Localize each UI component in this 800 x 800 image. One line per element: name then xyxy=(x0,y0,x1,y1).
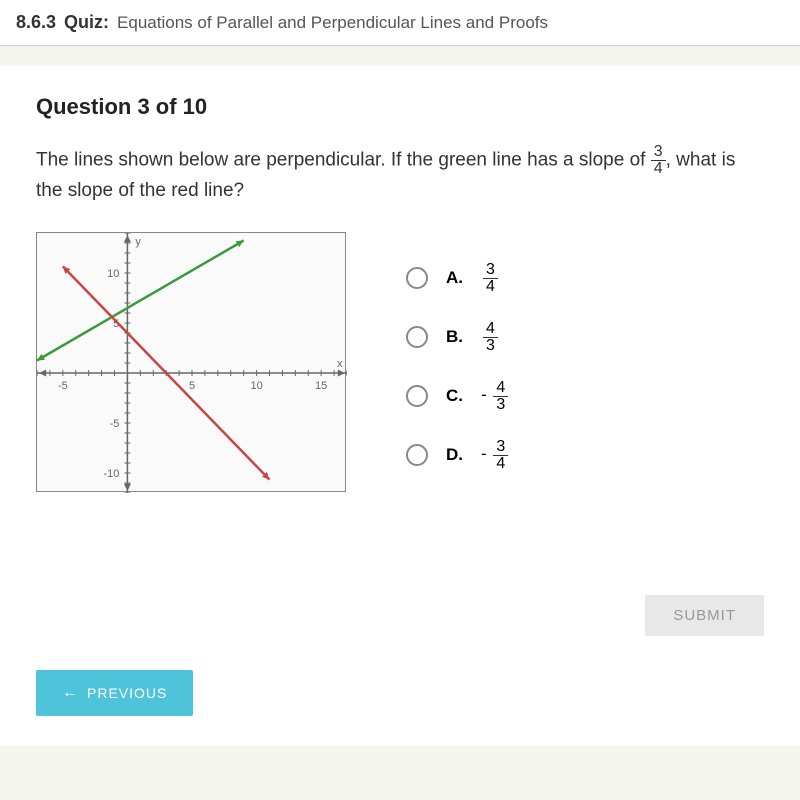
coordinate-graph: -551015-10-5510yx xyxy=(36,232,346,492)
neg-sign: - xyxy=(481,385,487,404)
quiz-label: Quiz: xyxy=(64,12,109,33)
svg-text:10: 10 xyxy=(107,268,119,280)
frac-denominator: 4 xyxy=(651,161,666,177)
option-fraction: 4 3 xyxy=(493,380,508,413)
svg-text:y: y xyxy=(135,236,141,248)
option-value: 3 4 xyxy=(481,262,498,295)
graph-svg: -551015-10-5510yx xyxy=(37,233,347,493)
option-value: - 3 4 xyxy=(481,439,508,472)
question-panel: Question 3 of 10 The lines shown below a… xyxy=(0,66,800,746)
arrow-left-icon: ← xyxy=(62,684,79,702)
question-text-part1: The lines shown below are perpendicular.… xyxy=(36,150,651,171)
svg-text:10: 10 xyxy=(250,380,262,392)
question-heading: Question 3 of 10 xyxy=(36,94,764,120)
radio-c[interactable] xyxy=(406,385,428,407)
svg-text:-5: -5 xyxy=(58,380,68,392)
quiz-header: 8.6.3 Quiz: Equations of Parallel and Pe… xyxy=(0,0,800,46)
neg-sign: - xyxy=(481,444,487,463)
option-a[interactable]: A. 3 4 xyxy=(406,262,508,295)
svg-text:-5: -5 xyxy=(110,418,120,430)
svg-text:5: 5 xyxy=(189,380,195,392)
option-fraction: 3 4 xyxy=(493,439,508,472)
main-row: -551015-10-5510yx A. 3 4 B. xyxy=(36,232,764,492)
radio-b[interactable] xyxy=(406,326,428,348)
answer-options: A. 3 4 B. 4 3 xyxy=(406,232,508,472)
previous-button[interactable]: ← PREVIOUS xyxy=(36,670,193,716)
svg-text:-10: -10 xyxy=(104,468,120,480)
svg-text:x: x xyxy=(337,358,343,370)
option-fraction: 3 4 xyxy=(483,262,498,295)
question-text: The lines shown below are perpendicular.… xyxy=(36,144,764,206)
option-letter: A. xyxy=(446,268,463,288)
quiz-number: 8.6.3 xyxy=(16,12,56,33)
frac-numerator: 3 xyxy=(651,144,666,161)
svg-text:15: 15 xyxy=(315,380,327,392)
submit-button[interactable]: SUBMIT xyxy=(645,595,764,636)
radio-a[interactable] xyxy=(406,267,428,289)
previous-label: PREVIOUS xyxy=(87,685,167,701)
radio-d[interactable] xyxy=(406,444,428,466)
option-letter: C. xyxy=(446,386,463,406)
option-c[interactable]: C. - 4 3 xyxy=(406,380,508,413)
option-letter: D. xyxy=(446,445,463,465)
option-d[interactable]: D. - 3 4 xyxy=(406,439,508,472)
option-letter: B. xyxy=(446,327,463,347)
option-value: 4 3 xyxy=(481,321,498,354)
question-fraction: 3 4 xyxy=(651,144,666,177)
option-b[interactable]: B. 4 3 xyxy=(406,321,508,354)
option-value: - 4 3 xyxy=(481,380,508,413)
quiz-title: Equations of Parallel and Perpendicular … xyxy=(117,13,548,33)
option-fraction: 4 3 xyxy=(483,321,498,354)
